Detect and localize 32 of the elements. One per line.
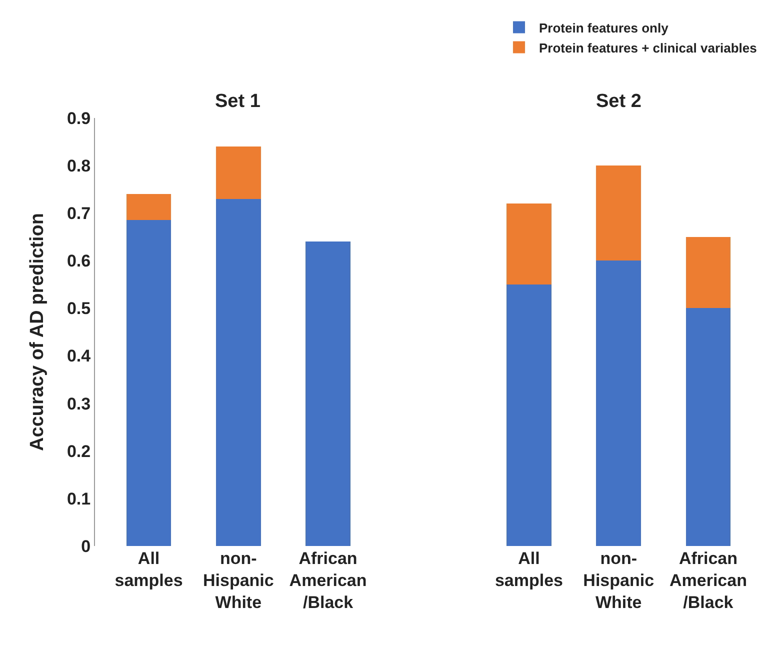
bar — [506, 284, 552, 546]
legend-label: Protein features + clinical variables — [539, 40, 757, 56]
chart-title: Set 2 — [596, 91, 642, 112]
y-axis-title: Accuracy of AD prediction — [26, 213, 48, 451]
y-tick-label: 0.5 — [66, 299, 91, 318]
bar — [216, 146, 261, 199]
bar — [126, 220, 172, 546]
y-tick-label: 0.1 — [66, 489, 91, 508]
y-tick-label: 0.7 — [66, 204, 91, 224]
bar — [126, 194, 172, 220]
x-tick-label: All samples — [114, 549, 183, 590]
bar — [596, 166, 641, 261]
y-tick-label: 0.6 — [66, 252, 91, 271]
bar — [686, 236, 731, 308]
bar — [306, 242, 350, 546]
x-tick-label: non-Hispanic White — [583, 549, 654, 612]
y-tick-label: 0.4 — [66, 346, 92, 366]
y-tick-label: 0 — [81, 536, 91, 556]
x-tick-label: All samples — [494, 549, 563, 590]
y-tick-label: 0.8 — [66, 156, 91, 176]
bar — [686, 308, 731, 546]
x-tick-label: African American /Black — [669, 549, 747, 612]
bar — [596, 260, 641, 546]
x-tick-label: African American /Black — [289, 549, 367, 612]
y-tick-label: 0.9 — [66, 108, 91, 128]
x-tick-label: non-Hispanic White — [202, 549, 274, 612]
y-tick-label: 0.2 — [66, 442, 91, 461]
legend-label: Protein features only — [539, 20, 670, 36]
bar — [216, 198, 261, 546]
chart-title: Set 1 — [215, 91, 261, 112]
y-tick-label: 0.3 — [66, 394, 91, 414]
bar — [506, 204, 552, 284]
